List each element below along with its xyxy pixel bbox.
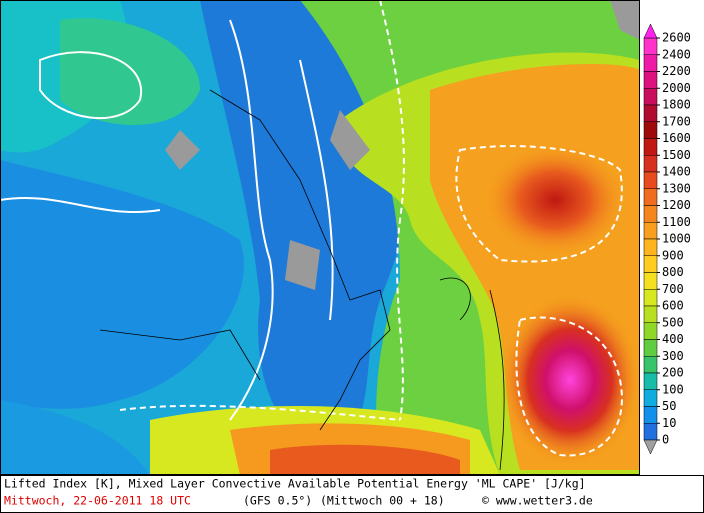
colorbar-segment bbox=[643, 222, 658, 240]
colorbar-label: 700 bbox=[662, 282, 684, 296]
colorbar-label: 1300 bbox=[662, 181, 691, 195]
colorbar-label: 0 bbox=[662, 433, 669, 447]
colorbar-segment bbox=[643, 121, 658, 139]
colorbar-segment bbox=[643, 188, 658, 206]
colorbar-label: 1800 bbox=[662, 98, 691, 112]
footer-date: Mittwoch, 22-06-2011 18 UTC bbox=[4, 494, 191, 508]
colorbar-label: 400 bbox=[662, 332, 684, 346]
colorbar-label: 10 bbox=[662, 416, 676, 430]
colorbar-label: 1700 bbox=[662, 114, 691, 128]
colorbar-label: 1200 bbox=[662, 198, 691, 212]
colorbar-label: 500 bbox=[662, 315, 684, 329]
colorbar-label: 2200 bbox=[662, 64, 691, 78]
colorbar-segment bbox=[643, 356, 658, 374]
colorbar-label: 600 bbox=[662, 299, 684, 313]
colorbar-segment bbox=[643, 255, 658, 273]
colorbar-label: 2400 bbox=[662, 47, 691, 61]
colorbar-label: 100 bbox=[662, 382, 684, 396]
map bbox=[0, 0, 640, 475]
colorbar-label: 2000 bbox=[662, 81, 691, 95]
footer-credit: © www.wetter3.de bbox=[482, 494, 593, 508]
colorbar-label: 1400 bbox=[662, 165, 691, 179]
colorbar-segment bbox=[643, 138, 658, 156]
colorbar: 2600240022002000180017001600150014001300… bbox=[643, 23, 691, 455]
colorbar-segment bbox=[643, 88, 658, 106]
colorbar-segment bbox=[643, 54, 658, 72]
colorbar-label: 1500 bbox=[662, 148, 691, 162]
colorbar-segment bbox=[643, 389, 658, 407]
colorbar-under bbox=[643, 439, 658, 455]
colorbar-segment bbox=[643, 406, 658, 424]
colorbar-segment bbox=[643, 155, 658, 173]
colorbar-segment bbox=[643, 71, 658, 89]
colorbar-segment bbox=[643, 305, 658, 323]
colorbar-label: 200 bbox=[662, 366, 684, 380]
footer-model: (GFS 0.5°) bbox=[243, 494, 312, 508]
colorbar-label: 300 bbox=[662, 349, 684, 363]
colorbar-label: 1100 bbox=[662, 215, 691, 229]
colorbar-label: 1000 bbox=[662, 232, 691, 246]
colorbar-segment bbox=[643, 322, 658, 340]
colorbar-label: 50 bbox=[662, 399, 676, 413]
colorbar-segment bbox=[643, 372, 658, 390]
colorbar-segment bbox=[643, 272, 658, 290]
footer-title: Lifted Index [K], Mixed Layer Convective… bbox=[4, 477, 586, 491]
colorbar-label: 800 bbox=[662, 265, 684, 279]
colorbar-label: 1600 bbox=[662, 131, 691, 145]
colorbar-over bbox=[643, 23, 658, 39]
colorbar-segment bbox=[643, 104, 658, 122]
footer-run: (Mittwoch 00 + 18) bbox=[320, 494, 445, 508]
colorbar-label: 900 bbox=[662, 248, 684, 262]
colorbar-segment bbox=[643, 171, 658, 189]
colorbar-segment bbox=[643, 205, 658, 223]
colorbar-segment bbox=[643, 339, 658, 357]
colorbar-segment bbox=[643, 238, 658, 256]
colorbar-label: 2600 bbox=[662, 31, 691, 45]
colorbar-segment bbox=[643, 37, 658, 55]
colorbar-segment bbox=[643, 289, 658, 307]
colorbar-segment bbox=[643, 423, 658, 441]
